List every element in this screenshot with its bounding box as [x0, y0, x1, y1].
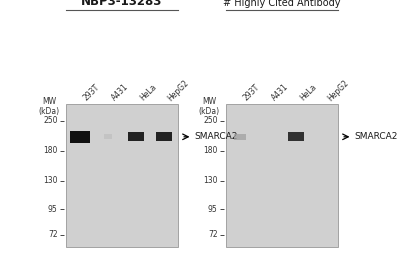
Bar: [70, 131, 90, 143]
Text: 250: 250: [203, 116, 218, 125]
Text: HeLa: HeLa: [138, 83, 158, 103]
Text: HepG2: HepG2: [166, 78, 191, 103]
Text: # Highly Cited Antibody: # Highly Cited Antibody: [223, 0, 341, 8]
Text: 130: 130: [43, 176, 58, 185]
Text: 72: 72: [48, 230, 58, 239]
Text: MW
(kDa): MW (kDa): [39, 97, 60, 116]
Text: A431: A431: [270, 82, 290, 103]
Text: 293T: 293T: [242, 83, 262, 103]
Text: 95: 95: [48, 205, 58, 214]
Text: 180: 180: [203, 146, 218, 155]
Bar: [66, 104, 178, 247]
Bar: [104, 134, 112, 139]
Text: NBP3-13283: NBP3-13283: [81, 0, 163, 8]
Text: 293T: 293T: [82, 83, 102, 103]
Text: 95: 95: [208, 205, 218, 214]
Text: 72: 72: [208, 230, 218, 239]
Bar: [288, 132, 304, 141]
Bar: [226, 104, 338, 247]
Text: 130: 130: [203, 176, 218, 185]
Bar: [128, 132, 144, 141]
Text: MW
(kDa): MW (kDa): [199, 97, 220, 116]
Text: SMARCA2: SMARCA2: [354, 132, 397, 141]
Text: A431: A431: [110, 82, 130, 103]
Text: 180: 180: [43, 146, 58, 155]
Bar: [234, 134, 246, 140]
Text: HeLa: HeLa: [298, 83, 318, 103]
Text: HepG2: HepG2: [326, 78, 351, 103]
Bar: [156, 132, 172, 141]
Text: SMARCA2: SMARCA2: [194, 132, 237, 141]
Text: 250: 250: [43, 116, 58, 125]
